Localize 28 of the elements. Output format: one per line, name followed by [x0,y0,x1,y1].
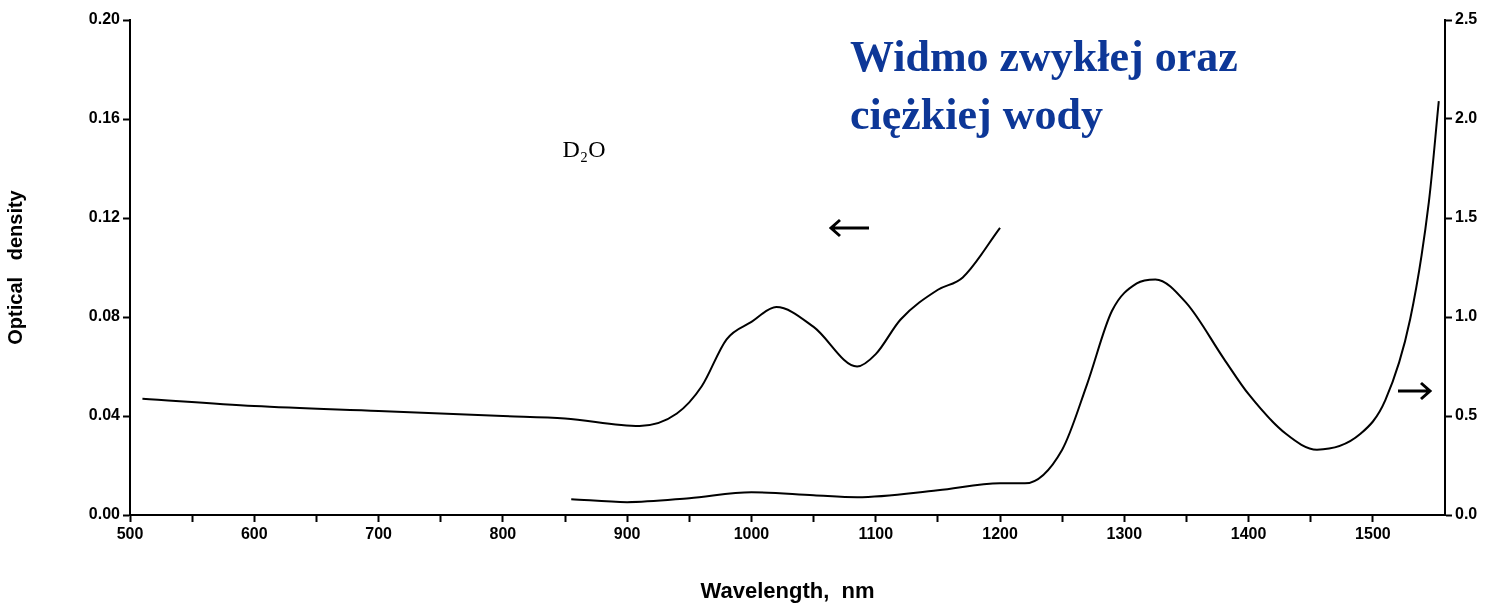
x-tick-label: 1000 [733,525,770,543]
x-tick-label: 800 [489,525,517,543]
x-tick-label: 1500 [1355,525,1391,543]
y2-tick-label: 2.5 [1455,10,1478,28]
text: D₂O [562,135,606,162]
y-tick-label: 0.20 [88,10,121,28]
y-axis-title: Optical density [3,189,26,345]
x-tick-label: 1300 [1106,525,1143,543]
x-tick-label: 900 [613,525,641,543]
y2-tick-label: 0.5 [1455,406,1478,424]
y2-tick-label: 2.0 [1455,109,1478,127]
x-tick-label: 600 [240,525,268,543]
x-tick-label: 500 [116,525,144,543]
y-tick-label: 0.12 [88,208,121,226]
text: Widmo zwykłej oraz ciężkiej wody [850,31,1239,141]
line-series [141,226,1002,427]
y2-tick-label: 1.0 [1455,307,1478,325]
x-tick-label: 1100 [858,525,894,543]
y2-tick-label: 1.5 [1455,208,1478,226]
x-tick-label: 1200 [982,525,1018,543]
x-tick-label: 1400 [1230,525,1267,543]
y-tick-label: 0.16 [88,109,121,127]
y2-tick-label: 0.0 [1455,505,1478,523]
y-tick-label: 0.04 [88,406,121,424]
y-tick-label: 0.00 [88,505,121,523]
x-axis-title: Wavelength, nm [700,577,875,603]
x-tick-label: 700 [365,525,393,543]
y-tick-label: 0.08 [88,307,121,325]
